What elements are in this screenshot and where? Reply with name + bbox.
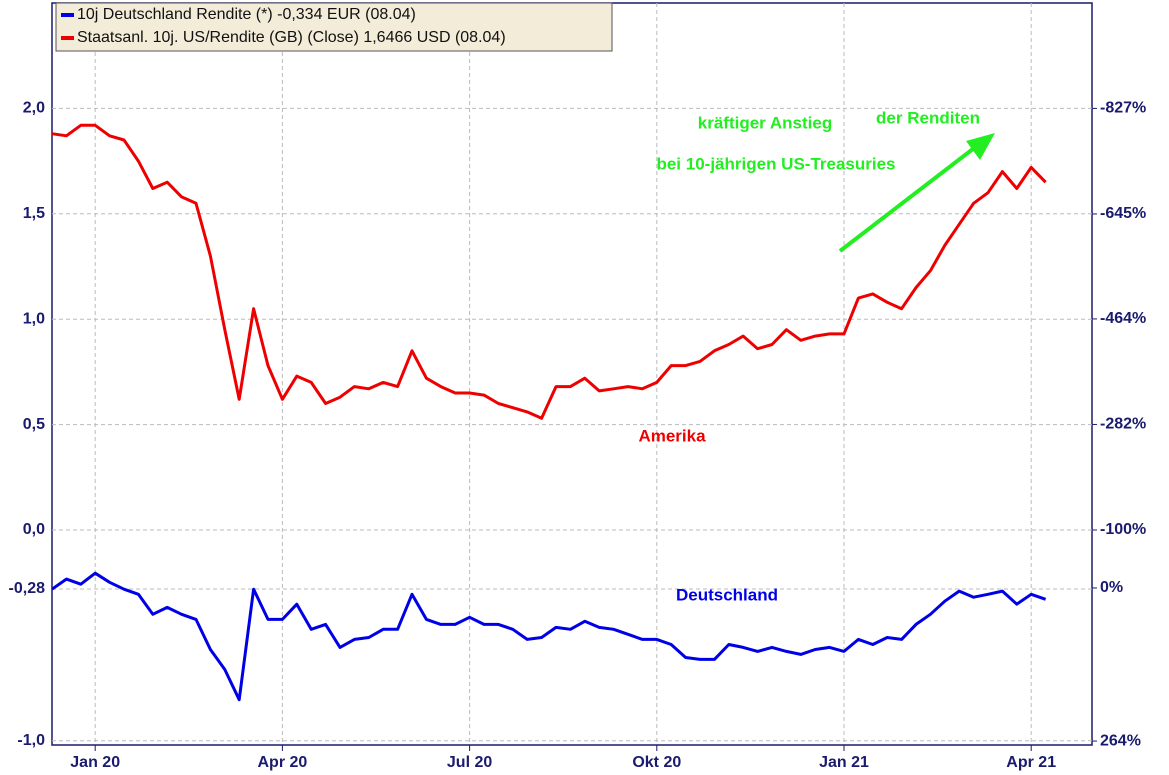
annotation: der Renditen [876, 108, 980, 127]
y2-tick-label: 0% [1100, 579, 1123, 596]
y2-tick-label: -464% [1100, 310, 1146, 327]
legend-label: Staatsanl. 10j. US/Rendite (GB) (Close) … [77, 29, 506, 46]
annotation: kräftiger Anstieg [698, 113, 832, 132]
x-tick-label: Apr 21 [1006, 754, 1056, 771]
y-tick-label: 2,0 [23, 100, 45, 117]
arrow-shaft [838, 140, 984, 253]
y2-tick-label: -282% [1100, 416, 1146, 433]
legend-label: 10j Deutschland Rendite (*) -0,334 EUR (… [77, 6, 416, 23]
y2-tick-label: -100% [1100, 521, 1146, 538]
y-tick-label: 1,5 [23, 205, 45, 222]
legend-box [55, 2, 613, 52]
x-tick-label: Okt 20 [632, 754, 681, 771]
series-line [51, 571, 1047, 702]
arrow-head [966, 133, 995, 160]
y-tick-label: -1,0 [17, 732, 45, 749]
lines [51, 123, 1047, 702]
x-tick-label: Jan 20 [70, 754, 120, 771]
arrow [838, 133, 995, 253]
y2-tick-label: 264% [1100, 732, 1141, 749]
annotation: bei 10-jährigen US-Treasuries [656, 154, 895, 173]
x-tick-label: Jul 20 [447, 754, 492, 771]
y-tick-label: -0,28 [9, 580, 46, 597]
x-tick-label: Apr 20 [258, 754, 308, 771]
y-tick-label: 1,0 [23, 310, 45, 327]
y-tick-label: 0,0 [23, 521, 45, 538]
grid [52, 3, 1092, 745]
y-tick-label: 0,5 [23, 416, 45, 433]
y2-tick-label: -827% [1100, 100, 1146, 117]
y2-tick-label: -645% [1100, 205, 1146, 222]
x-tick-label: Jan 21 [819, 754, 869, 771]
series-line [51, 123, 1047, 420]
legend: 10j Deutschland Rendite (*) -0,334 EUR (… [55, 2, 613, 52]
annotation: Deutschland [676, 585, 778, 604]
annotation: Amerika [638, 426, 706, 445]
